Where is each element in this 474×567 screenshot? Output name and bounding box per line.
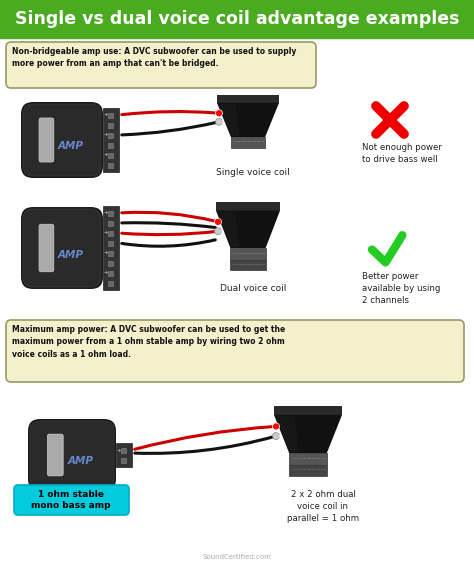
Bar: [109, 210, 113, 215]
FancyBboxPatch shape: [21, 102, 103, 178]
Bar: [109, 153, 113, 158]
Bar: [103, 206, 119, 290]
Circle shape: [215, 218, 221, 225]
Polygon shape: [219, 104, 239, 136]
Bar: [121, 447, 127, 452]
Polygon shape: [274, 406, 342, 415]
Polygon shape: [218, 211, 239, 247]
Polygon shape: [276, 416, 299, 452]
FancyBboxPatch shape: [28, 419, 116, 491]
Text: 1: 1: [277, 434, 281, 439]
FancyBboxPatch shape: [6, 42, 316, 88]
Text: SoundCertified.com: SoundCertified.com: [202, 554, 272, 560]
Text: +: +: [104, 133, 109, 138]
Text: Better power
available by using
2 channels: Better power available by using 2 channe…: [362, 272, 440, 304]
Text: Maximum amp power: A DVC subwoofer can be used to get the
maximum power from a 1: Maximum amp power: A DVC subwoofer can b…: [12, 325, 285, 359]
Text: +: +: [104, 153, 109, 158]
Bar: [103, 108, 119, 172]
FancyBboxPatch shape: [39, 224, 54, 272]
FancyBboxPatch shape: [39, 118, 54, 162]
Polygon shape: [216, 210, 280, 248]
Bar: [109, 122, 113, 128]
Text: AMP: AMP: [68, 456, 94, 466]
Bar: [109, 260, 113, 265]
Circle shape: [215, 228, 221, 235]
Bar: [231, 137, 265, 148]
FancyBboxPatch shape: [21, 207, 103, 289]
Text: Non-bridgeable amp use: A DVC subwoofer can be used to supply
more power from an: Non-bridgeable amp use: A DVC subwoofer …: [12, 47, 296, 69]
Text: +: +: [104, 270, 109, 276]
Text: Dual voice coil: Dual voice coil: [220, 284, 286, 293]
Bar: [230, 248, 265, 260]
Bar: [289, 454, 327, 465]
Bar: [109, 270, 113, 276]
Bar: [109, 163, 113, 167]
Text: +: +: [104, 231, 109, 235]
FancyBboxPatch shape: [6, 320, 464, 382]
Bar: [289, 465, 327, 476]
Circle shape: [216, 110, 222, 117]
Polygon shape: [217, 103, 279, 137]
Polygon shape: [216, 202, 280, 210]
Text: Single voice coil: Single voice coil: [216, 168, 290, 177]
FancyBboxPatch shape: [47, 434, 63, 476]
Bar: [109, 240, 113, 246]
Bar: [109, 112, 113, 117]
Text: +: +: [117, 447, 121, 452]
Polygon shape: [274, 415, 342, 454]
Text: +: +: [104, 210, 109, 215]
Bar: [0, 0, 474, 38]
Bar: [116, 443, 132, 467]
Bar: [109, 281, 113, 286]
Text: 1 ohm stable
mono bass amp: 1 ohm stable mono bass amp: [31, 489, 111, 510]
Bar: [109, 133, 113, 138]
Bar: [109, 142, 113, 147]
Bar: [230, 260, 265, 270]
Text: 2 x 2 ohm dual
voice coil in
parallel = 1 ohm: 2 x 2 ohm dual voice coil in parallel = …: [287, 490, 359, 523]
Text: AMP: AMP: [57, 249, 83, 260]
Bar: [109, 251, 113, 256]
Text: +: +: [104, 251, 109, 256]
Bar: [109, 231, 113, 235]
Text: Single vs dual voice coil advantage examples: Single vs dual voice coil advantage exam…: [15, 10, 459, 28]
Text: 1: 1: [219, 230, 223, 235]
Text: 1: 1: [220, 120, 224, 125]
Bar: [121, 458, 127, 463]
Circle shape: [273, 423, 280, 430]
FancyBboxPatch shape: [23, 209, 101, 287]
Text: Not enough power
to drive bass well: Not enough power to drive bass well: [362, 143, 442, 164]
Polygon shape: [217, 95, 279, 103]
Text: AMP: AMP: [57, 141, 83, 151]
Text: +: +: [104, 112, 109, 117]
Circle shape: [273, 433, 280, 439]
Bar: [109, 221, 113, 226]
Circle shape: [216, 119, 222, 125]
FancyBboxPatch shape: [23, 104, 101, 176]
FancyBboxPatch shape: [14, 485, 129, 515]
FancyBboxPatch shape: [30, 421, 114, 489]
